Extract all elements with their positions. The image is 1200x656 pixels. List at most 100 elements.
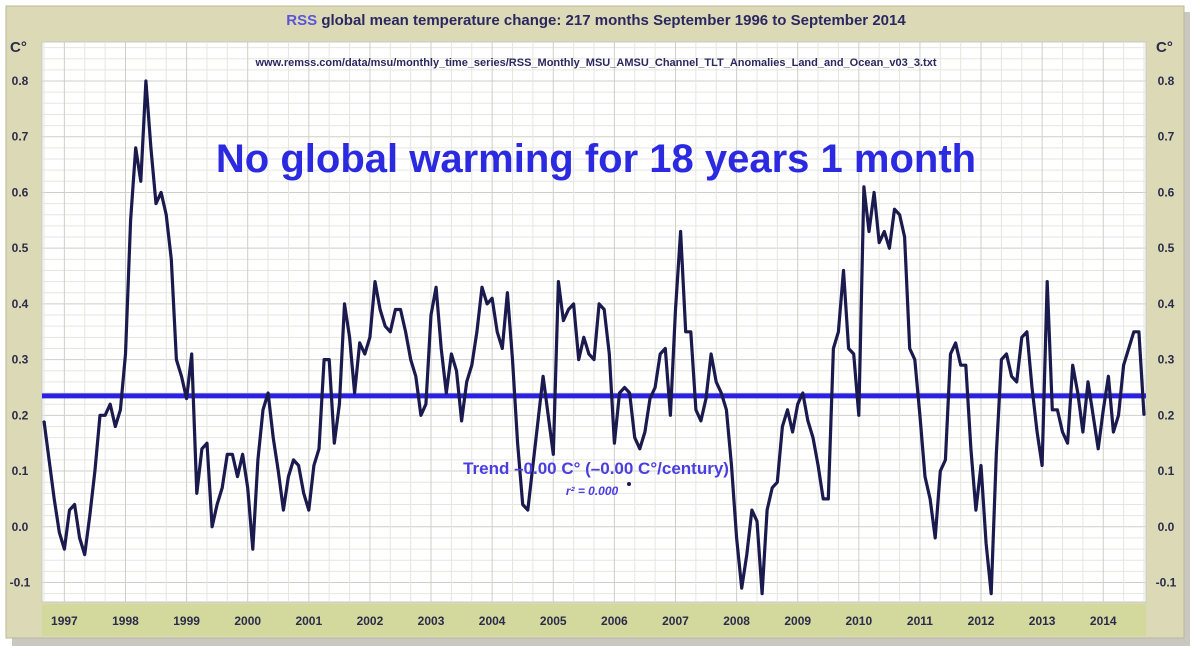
data-point [389, 330, 392, 333]
data-point [598, 303, 600, 305]
headline: No global warming for 18 years 1 month [216, 137, 976, 181]
data-point [644, 431, 646, 433]
data-point [1046, 280, 1049, 283]
data-point [506, 291, 509, 294]
data-point [399, 308, 402, 311]
y-tick-label-right: 0.4 [1158, 297, 1175, 311]
data-point [425, 403, 427, 405]
x-tick-label: 1999 [173, 614, 200, 628]
y-tick-label-left: 0.5 [12, 241, 29, 255]
data-point [715, 381, 718, 383]
data-point [649, 397, 651, 400]
y-tick-label-right: 0.5 [1158, 241, 1175, 255]
data-point [837, 330, 840, 333]
data-point [358, 342, 361, 344]
data-point [526, 509, 529, 511]
data-point [465, 381, 468, 383]
data-point [1138, 330, 1140, 333]
data-point [618, 392, 621, 394]
data-point [267, 392, 269, 394]
data-point [221, 486, 224, 489]
data-point [669, 414, 672, 417]
data-point [567, 308, 570, 311]
data-point [572, 303, 575, 305]
data-point [318, 447, 320, 450]
data-point [654, 386, 656, 389]
data-point [338, 403, 341, 405]
trend-label: Trend –0.00 C° (–0.00 C°/century) [463, 459, 729, 478]
data-point [1117, 414, 1120, 417]
data-point [888, 247, 891, 249]
data-point [949, 353, 952, 355]
data-point [430, 314, 432, 316]
data-point [674, 308, 677, 311]
data-point [491, 297, 493, 300]
data-point [929, 498, 931, 500]
x-tick-label: 2010 [845, 614, 872, 628]
data-point [552, 453, 555, 456]
data-point [858, 414, 860, 417]
data-point [980, 464, 982, 467]
data-point [470, 364, 473, 366]
data-point [369, 336, 371, 339]
y-tick-label-right: 0.1 [1158, 464, 1175, 478]
data-point [379, 308, 381, 311]
data-point [119, 408, 122, 411]
data-point [206, 442, 208, 444]
data-point [374, 280, 376, 283]
data-point [796, 403, 799, 405]
data-point [842, 269, 845, 272]
data-point [756, 520, 758, 523]
data-point [1031, 386, 1033, 389]
data-point [445, 392, 448, 394]
data-point [934, 537, 937, 539]
data-point [58, 531, 61, 534]
data-point [903, 236, 906, 238]
data-point [1056, 408, 1059, 411]
r-squared-dot [627, 482, 631, 486]
data-point [195, 492, 198, 495]
data-point [822, 498, 824, 500]
y-tick-label-right: 0.2 [1158, 408, 1175, 422]
data-point [883, 230, 886, 233]
data-point [516, 442, 519, 444]
data-point [659, 353, 662, 355]
data-point [333, 442, 336, 444]
data-point [216, 503, 218, 506]
data-point [893, 208, 896, 210]
data-point [104, 414, 106, 417]
data-point [990, 592, 993, 595]
data-point [348, 336, 351, 339]
y-tick-label-left: 0.1 [12, 464, 29, 478]
data-point [919, 414, 921, 417]
data-point [959, 364, 962, 366]
data-point [730, 464, 733, 467]
x-tick-label: 2011 [907, 614, 933, 628]
y-tick-label-left: 0.4 [12, 297, 29, 311]
data-point [139, 180, 142, 183]
data-point [292, 459, 295, 461]
data-point [1036, 431, 1038, 433]
data-point [165, 213, 168, 216]
x-tick-label: 2000 [234, 614, 261, 628]
data-point [817, 464, 819, 467]
data-point [129, 219, 132, 222]
data-point [735, 537, 738, 539]
y-tick-label-left: 0.7 [12, 130, 29, 144]
data-point [628, 392, 631, 394]
data-point [511, 358, 514, 361]
y-unit-left: C° [10, 39, 27, 56]
data-point [328, 358, 330, 361]
data-point [847, 347, 850, 350]
data-point [954, 342, 957, 344]
data-point [1087, 381, 1089, 383]
data-point [623, 386, 626, 389]
data-point [964, 364, 967, 366]
data-point [114, 425, 117, 428]
data-point [486, 303, 488, 305]
data-point [878, 241, 880, 244]
data-point [145, 80, 147, 82]
y-tick-label-left: 0.0 [12, 520, 29, 534]
data-point [241, 453, 244, 456]
y-tick-label-left: 0.6 [12, 185, 29, 199]
